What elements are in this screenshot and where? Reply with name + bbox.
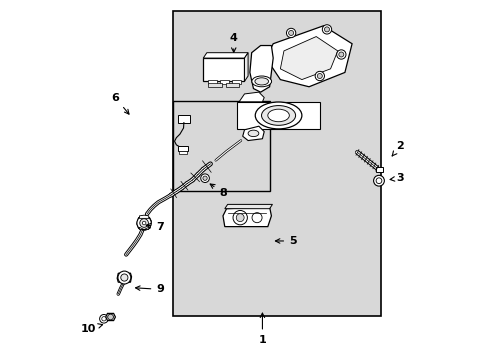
Ellipse shape xyxy=(267,109,289,122)
Circle shape xyxy=(314,71,324,81)
Circle shape xyxy=(107,314,113,320)
Bar xyxy=(172,12,380,316)
Text: 1: 1 xyxy=(258,313,266,345)
Circle shape xyxy=(322,25,331,34)
Circle shape xyxy=(100,315,108,323)
Circle shape xyxy=(317,73,322,78)
Circle shape xyxy=(324,27,329,32)
Polygon shape xyxy=(265,26,351,87)
Polygon shape xyxy=(242,126,264,140)
Polygon shape xyxy=(239,92,264,102)
Text: 10: 10 xyxy=(81,324,102,334)
Polygon shape xyxy=(139,215,148,219)
Polygon shape xyxy=(224,204,272,209)
Circle shape xyxy=(102,317,106,321)
Circle shape xyxy=(375,178,381,184)
Polygon shape xyxy=(137,218,151,228)
Text: 8: 8 xyxy=(210,184,226,198)
Polygon shape xyxy=(105,314,115,320)
Polygon shape xyxy=(223,207,271,226)
Circle shape xyxy=(140,219,148,227)
Circle shape xyxy=(236,214,244,222)
Circle shape xyxy=(338,52,343,57)
Circle shape xyxy=(233,211,247,225)
Polygon shape xyxy=(139,227,148,229)
Ellipse shape xyxy=(247,130,258,136)
Polygon shape xyxy=(117,273,131,282)
Bar xyxy=(225,83,239,87)
Bar xyxy=(178,145,188,151)
Text: 5: 5 xyxy=(275,236,296,246)
Circle shape xyxy=(121,274,128,281)
Circle shape xyxy=(201,174,209,183)
Polygon shape xyxy=(280,37,337,80)
Bar xyxy=(375,167,382,172)
Bar xyxy=(203,58,244,81)
Bar xyxy=(237,102,319,129)
Circle shape xyxy=(286,28,295,38)
Circle shape xyxy=(288,31,293,36)
Circle shape xyxy=(336,50,346,59)
Text: 3: 3 xyxy=(389,173,404,183)
Ellipse shape xyxy=(261,105,295,125)
Ellipse shape xyxy=(254,78,268,85)
Bar xyxy=(231,80,240,84)
Ellipse shape xyxy=(255,102,301,129)
Bar xyxy=(179,150,187,154)
Polygon shape xyxy=(244,53,247,81)
Polygon shape xyxy=(249,45,273,92)
Polygon shape xyxy=(203,53,247,58)
Circle shape xyxy=(203,176,207,180)
Bar xyxy=(178,115,189,123)
Circle shape xyxy=(137,216,151,230)
Text: 9: 9 xyxy=(135,284,164,294)
Bar xyxy=(207,80,217,84)
Text: 6: 6 xyxy=(111,93,129,114)
Text: 7: 7 xyxy=(146,222,164,231)
Circle shape xyxy=(118,271,131,284)
Circle shape xyxy=(142,221,145,225)
Bar xyxy=(219,80,228,84)
Circle shape xyxy=(251,213,262,223)
Text: 4: 4 xyxy=(229,33,237,52)
Bar xyxy=(207,83,221,87)
Bar xyxy=(172,101,269,191)
Text: 2: 2 xyxy=(391,141,404,156)
Ellipse shape xyxy=(251,76,271,87)
Circle shape xyxy=(373,175,384,186)
